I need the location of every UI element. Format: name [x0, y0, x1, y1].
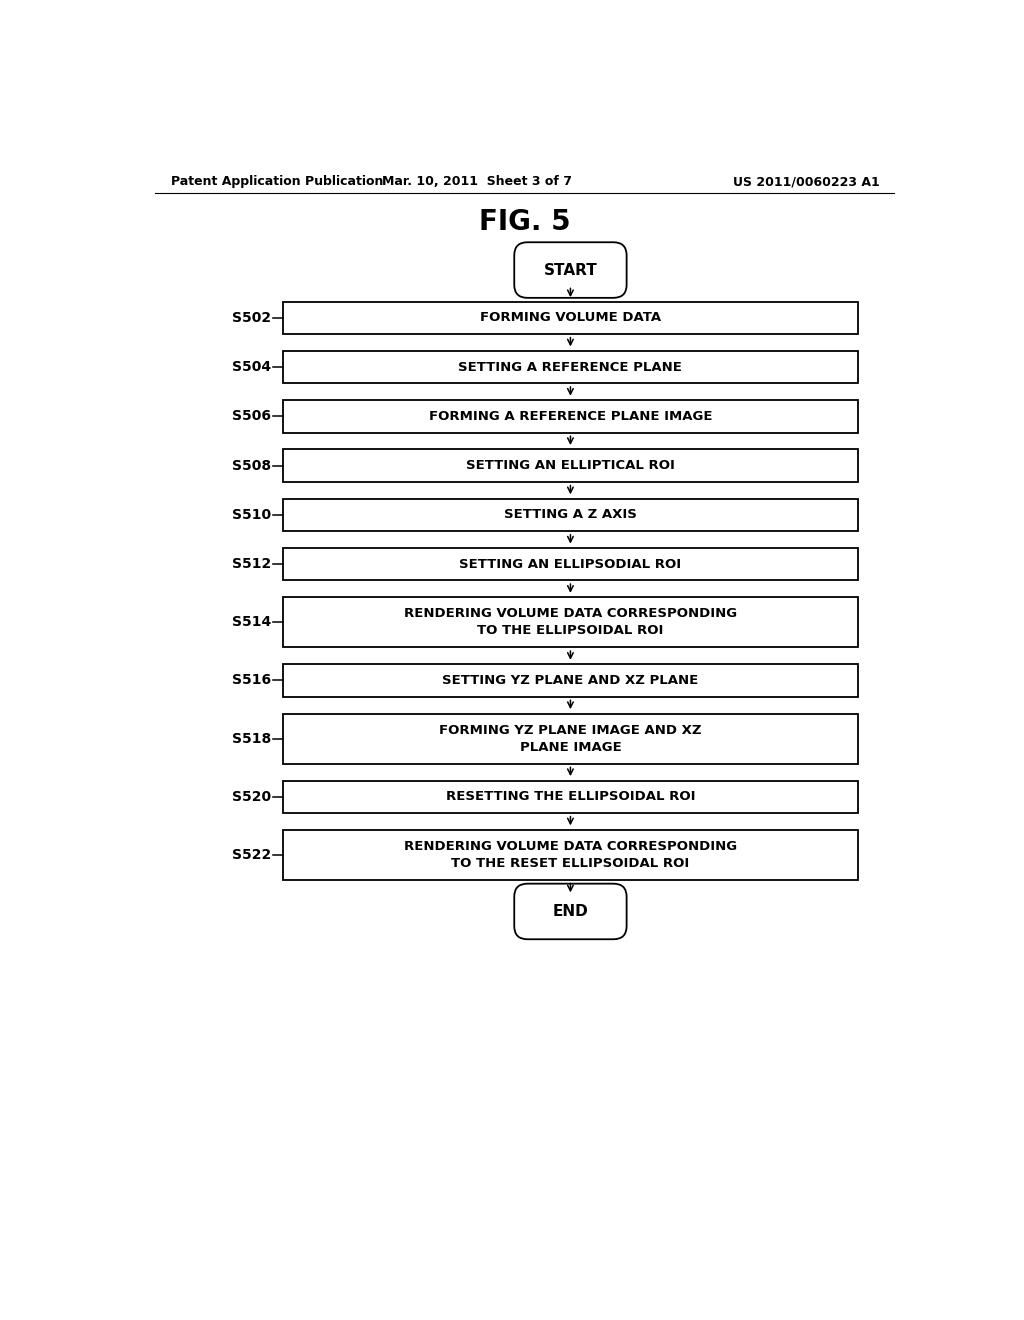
Text: FIG. 5: FIG. 5	[479, 209, 570, 236]
Text: S516: S516	[232, 673, 271, 688]
Text: S508: S508	[232, 458, 271, 473]
Text: SETTING A REFERENCE PLANE: SETTING A REFERENCE PLANE	[459, 360, 682, 374]
Text: S522: S522	[231, 847, 271, 862]
Bar	[283, 780, 858, 813]
Text: S514: S514	[231, 615, 271, 630]
Text: FORMING YZ PLANE IMAGE AND XZ
PLANE IMAGE: FORMING YZ PLANE IMAGE AND XZ PLANE IMAG…	[439, 723, 701, 754]
Text: START: START	[544, 263, 597, 277]
Text: S510: S510	[232, 508, 271, 521]
Text: S506: S506	[232, 409, 271, 424]
Text: END: END	[553, 904, 589, 919]
Text: RESETTING THE ELLIPSOIDAL ROI: RESETTING THE ELLIPSOIDAL ROI	[445, 791, 695, 804]
Bar	[283, 548, 858, 581]
Bar	[283, 664, 858, 697]
Text: SETTING YZ PLANE AND XZ PLANE: SETTING YZ PLANE AND XZ PLANE	[442, 675, 698, 686]
Text: US 2011/0060223 A1: US 2011/0060223 A1	[733, 176, 880, 189]
Bar	[283, 714, 858, 764]
Text: S518: S518	[231, 731, 271, 746]
Bar	[283, 400, 858, 433]
Bar	[283, 830, 858, 880]
Text: SETTING AN ELLIPSODIAL ROI: SETTING AN ELLIPSODIAL ROI	[460, 557, 682, 570]
Bar	[283, 302, 858, 334]
Text: SETTING AN ELLIPTICAL ROI: SETTING AN ELLIPTICAL ROI	[466, 459, 675, 473]
FancyBboxPatch shape	[514, 243, 627, 298]
Text: FORMING A REFERENCE PLANE IMAGE: FORMING A REFERENCE PLANE IMAGE	[429, 409, 712, 422]
FancyBboxPatch shape	[514, 883, 627, 940]
Bar	[283, 450, 858, 482]
Bar	[283, 351, 858, 383]
Text: S504: S504	[232, 360, 271, 374]
Text: S512: S512	[231, 557, 271, 572]
Text: RENDERING VOLUME DATA CORRESPONDING
TO THE RESET ELLIPSOIDAL ROI: RENDERING VOLUME DATA CORRESPONDING TO T…	[403, 840, 737, 870]
Text: FORMING VOLUME DATA: FORMING VOLUME DATA	[480, 312, 662, 325]
Bar	[283, 598, 858, 647]
Text: SETTING A Z AXIS: SETTING A Z AXIS	[504, 508, 637, 521]
Text: RENDERING VOLUME DATA CORRESPONDING
TO THE ELLIPSOIDAL ROI: RENDERING VOLUME DATA CORRESPONDING TO T…	[403, 607, 737, 638]
Text: Patent Application Publication: Patent Application Publication	[171, 176, 383, 189]
Text: Mar. 10, 2011  Sheet 3 of 7: Mar. 10, 2011 Sheet 3 of 7	[382, 176, 571, 189]
Bar	[283, 499, 858, 531]
Text: S502: S502	[232, 310, 271, 325]
Text: S520: S520	[232, 789, 271, 804]
